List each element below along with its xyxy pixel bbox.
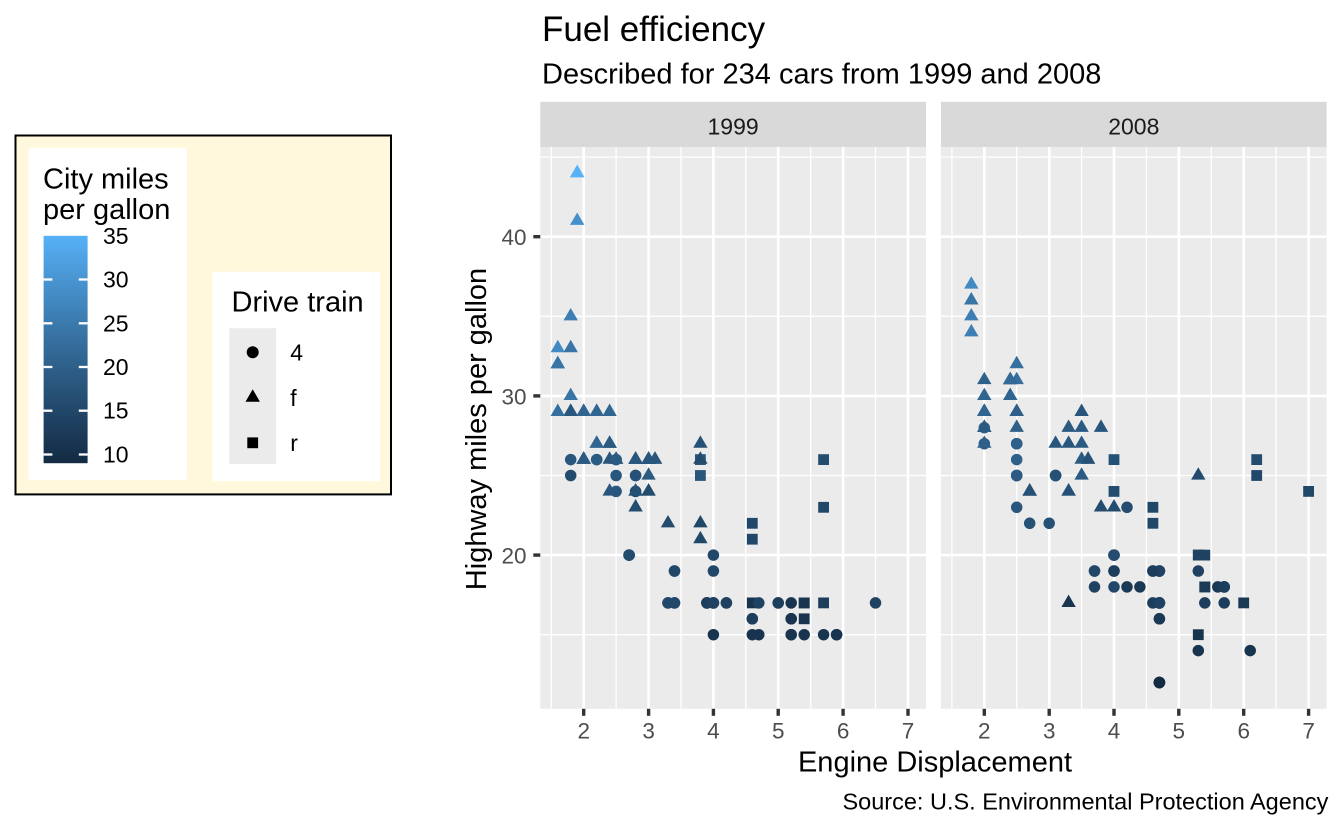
svg-text:15: 15 xyxy=(103,398,129,424)
svg-text:Fuel efficiency: Fuel efficiency xyxy=(542,10,766,49)
svg-text:4: 4 xyxy=(707,719,720,744)
svg-text:30: 30 xyxy=(501,384,526,409)
svg-text:20: 20 xyxy=(501,544,526,569)
svg-text:Described for 234 cars from 19: Described for 234 cars from 1999 and 200… xyxy=(542,59,1101,91)
svg-text:per gallon: per gallon xyxy=(43,194,170,226)
svg-text:3: 3 xyxy=(642,719,655,744)
svg-text:4: 4 xyxy=(290,340,303,366)
svg-text:3: 3 xyxy=(1043,719,1056,744)
svg-text:10: 10 xyxy=(103,442,129,468)
svg-text:7: 7 xyxy=(902,719,915,744)
svg-text:2: 2 xyxy=(577,719,590,744)
svg-text:7: 7 xyxy=(1302,719,1315,744)
svg-text:City miles: City miles xyxy=(43,164,169,196)
svg-text:Highway miles per gallon: Highway miles per gallon xyxy=(461,268,493,590)
svg-text:5: 5 xyxy=(1173,719,1186,744)
svg-text:5: 5 xyxy=(772,719,785,744)
svg-text:25: 25 xyxy=(103,310,129,336)
svg-text:20: 20 xyxy=(103,354,129,380)
svg-text:2: 2 xyxy=(978,719,991,744)
svg-text:Engine Displacement: Engine Displacement xyxy=(798,747,1072,779)
svg-text:Drive train: Drive train xyxy=(232,286,364,318)
svg-text:30: 30 xyxy=(103,267,129,293)
svg-text:4: 4 xyxy=(1108,719,1121,744)
svg-text:Source: U.S. Environmental Pro: Source: U.S. Environmental Protection Ag… xyxy=(842,789,1328,815)
svg-text:6: 6 xyxy=(1237,719,1250,744)
svg-text:r: r xyxy=(290,430,298,456)
svg-text:f: f xyxy=(290,385,297,411)
svg-text:40: 40 xyxy=(501,225,526,250)
svg-text:35: 35 xyxy=(103,223,129,249)
svg-text:1999: 1999 xyxy=(708,114,759,140)
svg-text:6: 6 xyxy=(837,719,850,744)
svg-text:2008: 2008 xyxy=(1108,114,1159,140)
